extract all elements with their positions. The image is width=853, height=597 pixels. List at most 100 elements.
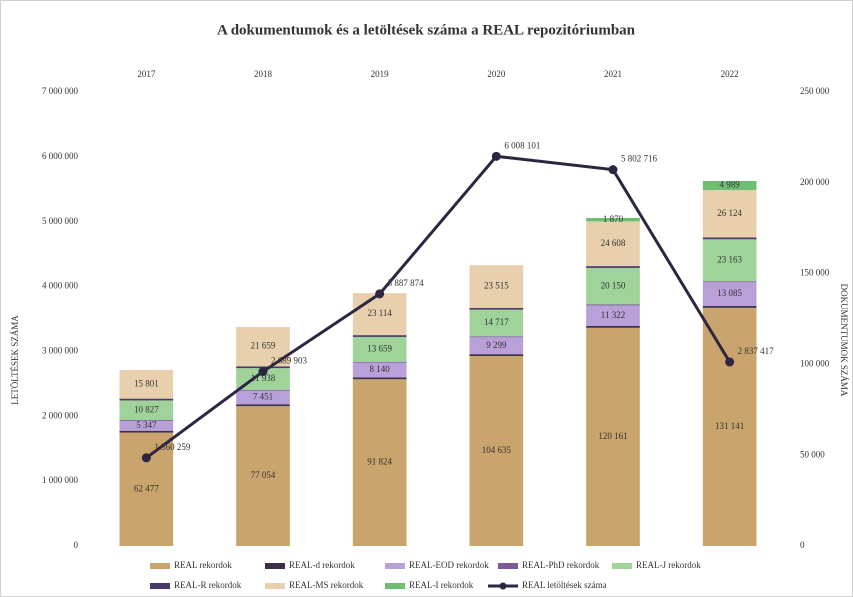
line-marker [141, 453, 151, 463]
bar-segment [236, 368, 290, 390]
data-label: 104 635 [482, 445, 512, 455]
bar-segment [352, 335, 407, 337]
legend-swatch [150, 563, 170, 569]
line-marker [608, 165, 618, 175]
bar-segment [586, 305, 640, 326]
x-tick-label: 2019 [371, 69, 390, 79]
line-marker [725, 357, 735, 367]
bar-segment [586, 266, 640, 268]
data-label: 23 114 [367, 308, 392, 318]
bar-segment [702, 282, 757, 307]
data-label: 120 161 [598, 431, 627, 441]
bar-segment [119, 369, 174, 399]
bar-segment [352, 362, 407, 378]
legend-label: REAL-d rekordok [289, 560, 355, 570]
data-label: 62 477 [134, 483, 159, 493]
data-label: 13 085 [717, 288, 742, 298]
legend-swatch [612, 563, 632, 569]
data-label: 11 938 [251, 373, 276, 383]
x-tick-label: 2021 [604, 69, 622, 79]
legend-label: REAL-R rekordok [174, 580, 242, 590]
legend-swatch [265, 563, 285, 569]
legend-swatch [385, 563, 405, 569]
legend-label: REAL-PhD rekordok [522, 560, 600, 570]
bar-segment [119, 398, 174, 401]
bar-segment [469, 354, 524, 356]
data-label: 26 124 [717, 208, 742, 218]
legend-swatch [498, 563, 518, 569]
data-label: 10 827 [134, 404, 159, 414]
data-label: 23 515 [484, 281, 509, 291]
y-tick-label: 5 000 000 [42, 216, 79, 226]
data-label: 21 659 [251, 341, 276, 351]
data-label: 9 299 [486, 340, 507, 350]
bar-segment [352, 377, 407, 380]
x-tick-label: 2022 [721, 69, 739, 79]
legend-label: REAL-MS rekordok [289, 580, 364, 590]
bar-segment [469, 337, 524, 355]
line-marker [258, 367, 268, 377]
bar-segment [469, 336, 524, 338]
data-label: 8 140 [370, 364, 391, 374]
data-label: 15 801 [134, 378, 159, 388]
bar-segment [352, 293, 407, 336]
legend-swatch [499, 582, 507, 590]
bar-segment [352, 379, 407, 546]
data-label: 13 659 [367, 343, 392, 353]
bar-segment [119, 400, 174, 421]
legend-label: REAL-I rekordok [409, 580, 474, 590]
x-tick-label: 2017 [137, 69, 156, 79]
data-label: 77 054 [251, 470, 276, 480]
legend-label: REAL rekordok [174, 560, 232, 570]
line [145, 154, 731, 459]
data-label: 14 717 [484, 317, 509, 327]
data-label: 20 150 [601, 280, 626, 290]
data-label: 91 824 [367, 457, 392, 467]
y-tick-label: 7 000 000 [42, 86, 79, 96]
line-marker [491, 151, 501, 161]
bar-segment [702, 180, 757, 191]
bar-segment [352, 336, 407, 362]
bar-segment [586, 304, 640, 306]
bar-segment [586, 267, 640, 305]
bar-segment [702, 306, 757, 308]
bar-segment [236, 389, 290, 391]
y2-tick-label: 150 000 [800, 268, 830, 278]
bar-segment [702, 190, 757, 238]
x-tick-label: 2020 [487, 69, 506, 79]
bar-segment [469, 355, 524, 546]
bar-segment [702, 307, 757, 546]
data-label: 1 360 259 [154, 442, 191, 452]
bar-segment [586, 327, 640, 546]
bar-segment [119, 432, 174, 546]
data-label: 11 322 [601, 310, 625, 320]
bar-segment [469, 307, 524, 310]
y-tick-label: 3 000 000 [42, 345, 79, 355]
data-label: 6 008 101 [504, 140, 540, 150]
bar-segment [586, 325, 640, 328]
legend-label: REAL-J rekordok [636, 560, 701, 570]
y2-tick-label: 250 000 [800, 86, 830, 96]
bar-segment [236, 406, 290, 546]
data-label: 5 347 [136, 420, 157, 430]
y2-tick-label: 200 000 [800, 177, 830, 187]
y-tick-label: 6 000 000 [42, 151, 79, 161]
chart-title: A dokumentumok és a letöltések száma a R… [217, 22, 636, 38]
data-label: 23 163 [717, 254, 742, 264]
bar-segment [119, 430, 174, 433]
y2-tick-label: 0 [800, 540, 805, 550]
bar-segment [119, 420, 174, 422]
legend-label: REAL letöltések száma [522, 580, 607, 590]
legend-label: REAL-EOD rekordok [409, 560, 489, 570]
y2-tick-label: 50 000 [800, 449, 825, 459]
y-tick-label: 4 000 000 [42, 281, 79, 291]
bar-segment [236, 404, 290, 407]
data-label: 1 870 [603, 214, 624, 224]
bar-segment [469, 265, 524, 308]
data-label: 2 689 903 [271, 356, 308, 366]
data-label: 7 451 [253, 392, 273, 402]
bar-segment [236, 390, 290, 405]
x-tick-label: 2018 [254, 69, 273, 79]
line-marker [375, 289, 385, 299]
